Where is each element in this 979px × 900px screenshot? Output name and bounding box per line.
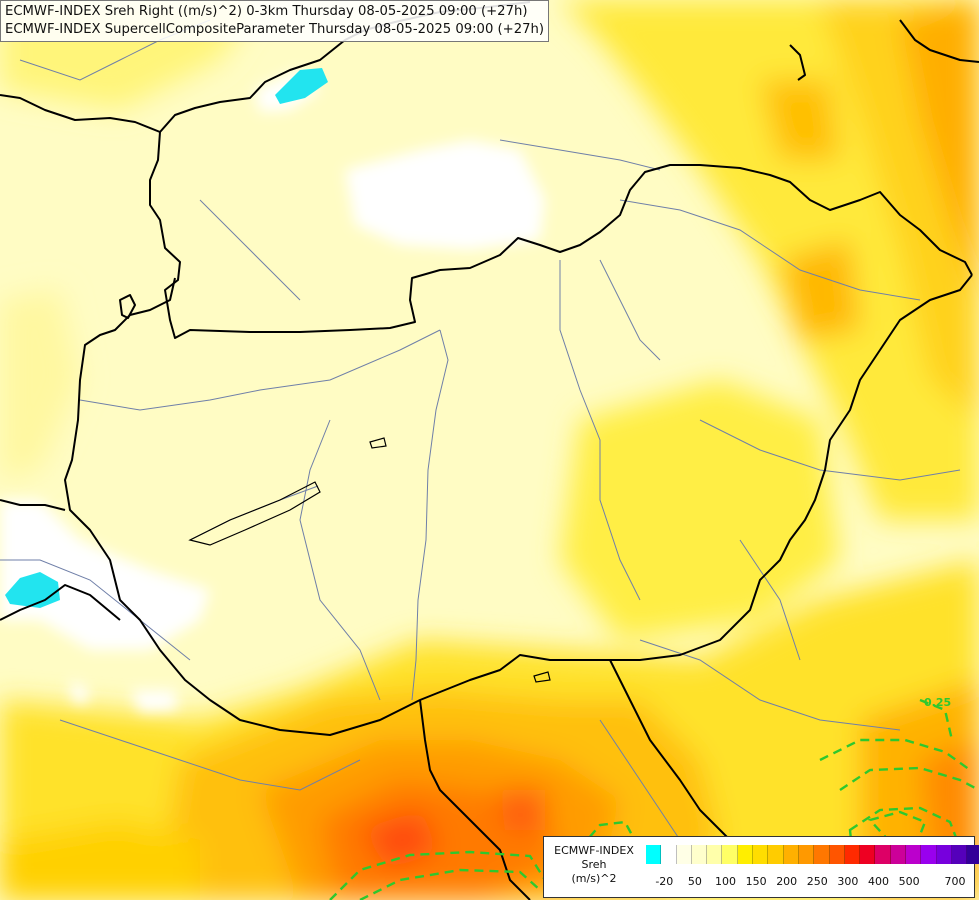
legend-swatch (783, 845, 799, 864)
legend-tick: 250 (806, 875, 828, 888)
legend-swatch (707, 845, 723, 864)
colorbar-legend: ECMWF-INDEX Sreh (m/s)^2 -20 50 100 150 200 2… (543, 836, 979, 898)
legend-swatch (646, 845, 662, 864)
legend-tick: -20 (655, 875, 674, 888)
legend-title-line1: ECMWF-INDEX (554, 844, 634, 857)
legend-title-line2: Sreh (581, 858, 607, 871)
map-title-scp: ECMWF-INDEX SupercellCompositeParameter … (5, 22, 545, 37)
legend-tick: 700 (944, 875, 966, 888)
legend-swatch (844, 845, 861, 864)
legend-tick: 100 (715, 875, 736, 888)
legend-swatch (753, 845, 769, 864)
legend-tick: 300 (837, 875, 859, 888)
low-sreh-patches (0, 70, 545, 712)
legend-color-bar (646, 845, 979, 864)
legend-swatch (860, 845, 876, 864)
legend-swatch (829, 845, 845, 864)
legend-tick: 50 (687, 875, 702, 888)
legend-swatch (676, 845, 692, 864)
legend-swatch (737, 845, 754, 864)
legend-tick: 200 (776, 875, 798, 888)
contour-label: 0.25 (924, 696, 951, 709)
legend-swatch (936, 845, 952, 864)
rivers (0, 19, 961, 841)
legend-swatch (875, 845, 891, 864)
legend-swatch (890, 845, 907, 864)
map-title-sreh: ECMWF-INDEX Sreh Right ((m/s)^2) 0-3km T… (5, 4, 528, 19)
legend-tick: 400 (868, 875, 889, 888)
cyan-patch-north (275, 68, 328, 104)
legend-swatch (798, 845, 815, 864)
legend-swatch (967, 845, 979, 864)
legend-tick: 150 (745, 875, 767, 888)
map-title-box: ECMWF-INDEX Sreh Right ((m/s)^2) 0-3km T… (0, 0, 550, 42)
legend-swatch (722, 845, 738, 864)
legend-swatch (921, 845, 937, 864)
legend-swatch (661, 845, 677, 864)
legend-swatch (951, 845, 968, 864)
legend-swatch (691, 845, 708, 864)
legend-swatch (906, 845, 922, 864)
legend-tick-labels: -20 50 100 150 200 250 300 400 500 700 (646, 875, 971, 889)
legend-tick: 500 (898, 875, 920, 888)
lakes (188, 437, 551, 683)
legend-title-line3: (m/s)^2 (571, 872, 617, 885)
legend-swatch (768, 845, 784, 864)
legend-title: ECMWF-INDEX Sreh (m/s)^2 (544, 844, 644, 886)
legend-swatch (814, 845, 830, 864)
